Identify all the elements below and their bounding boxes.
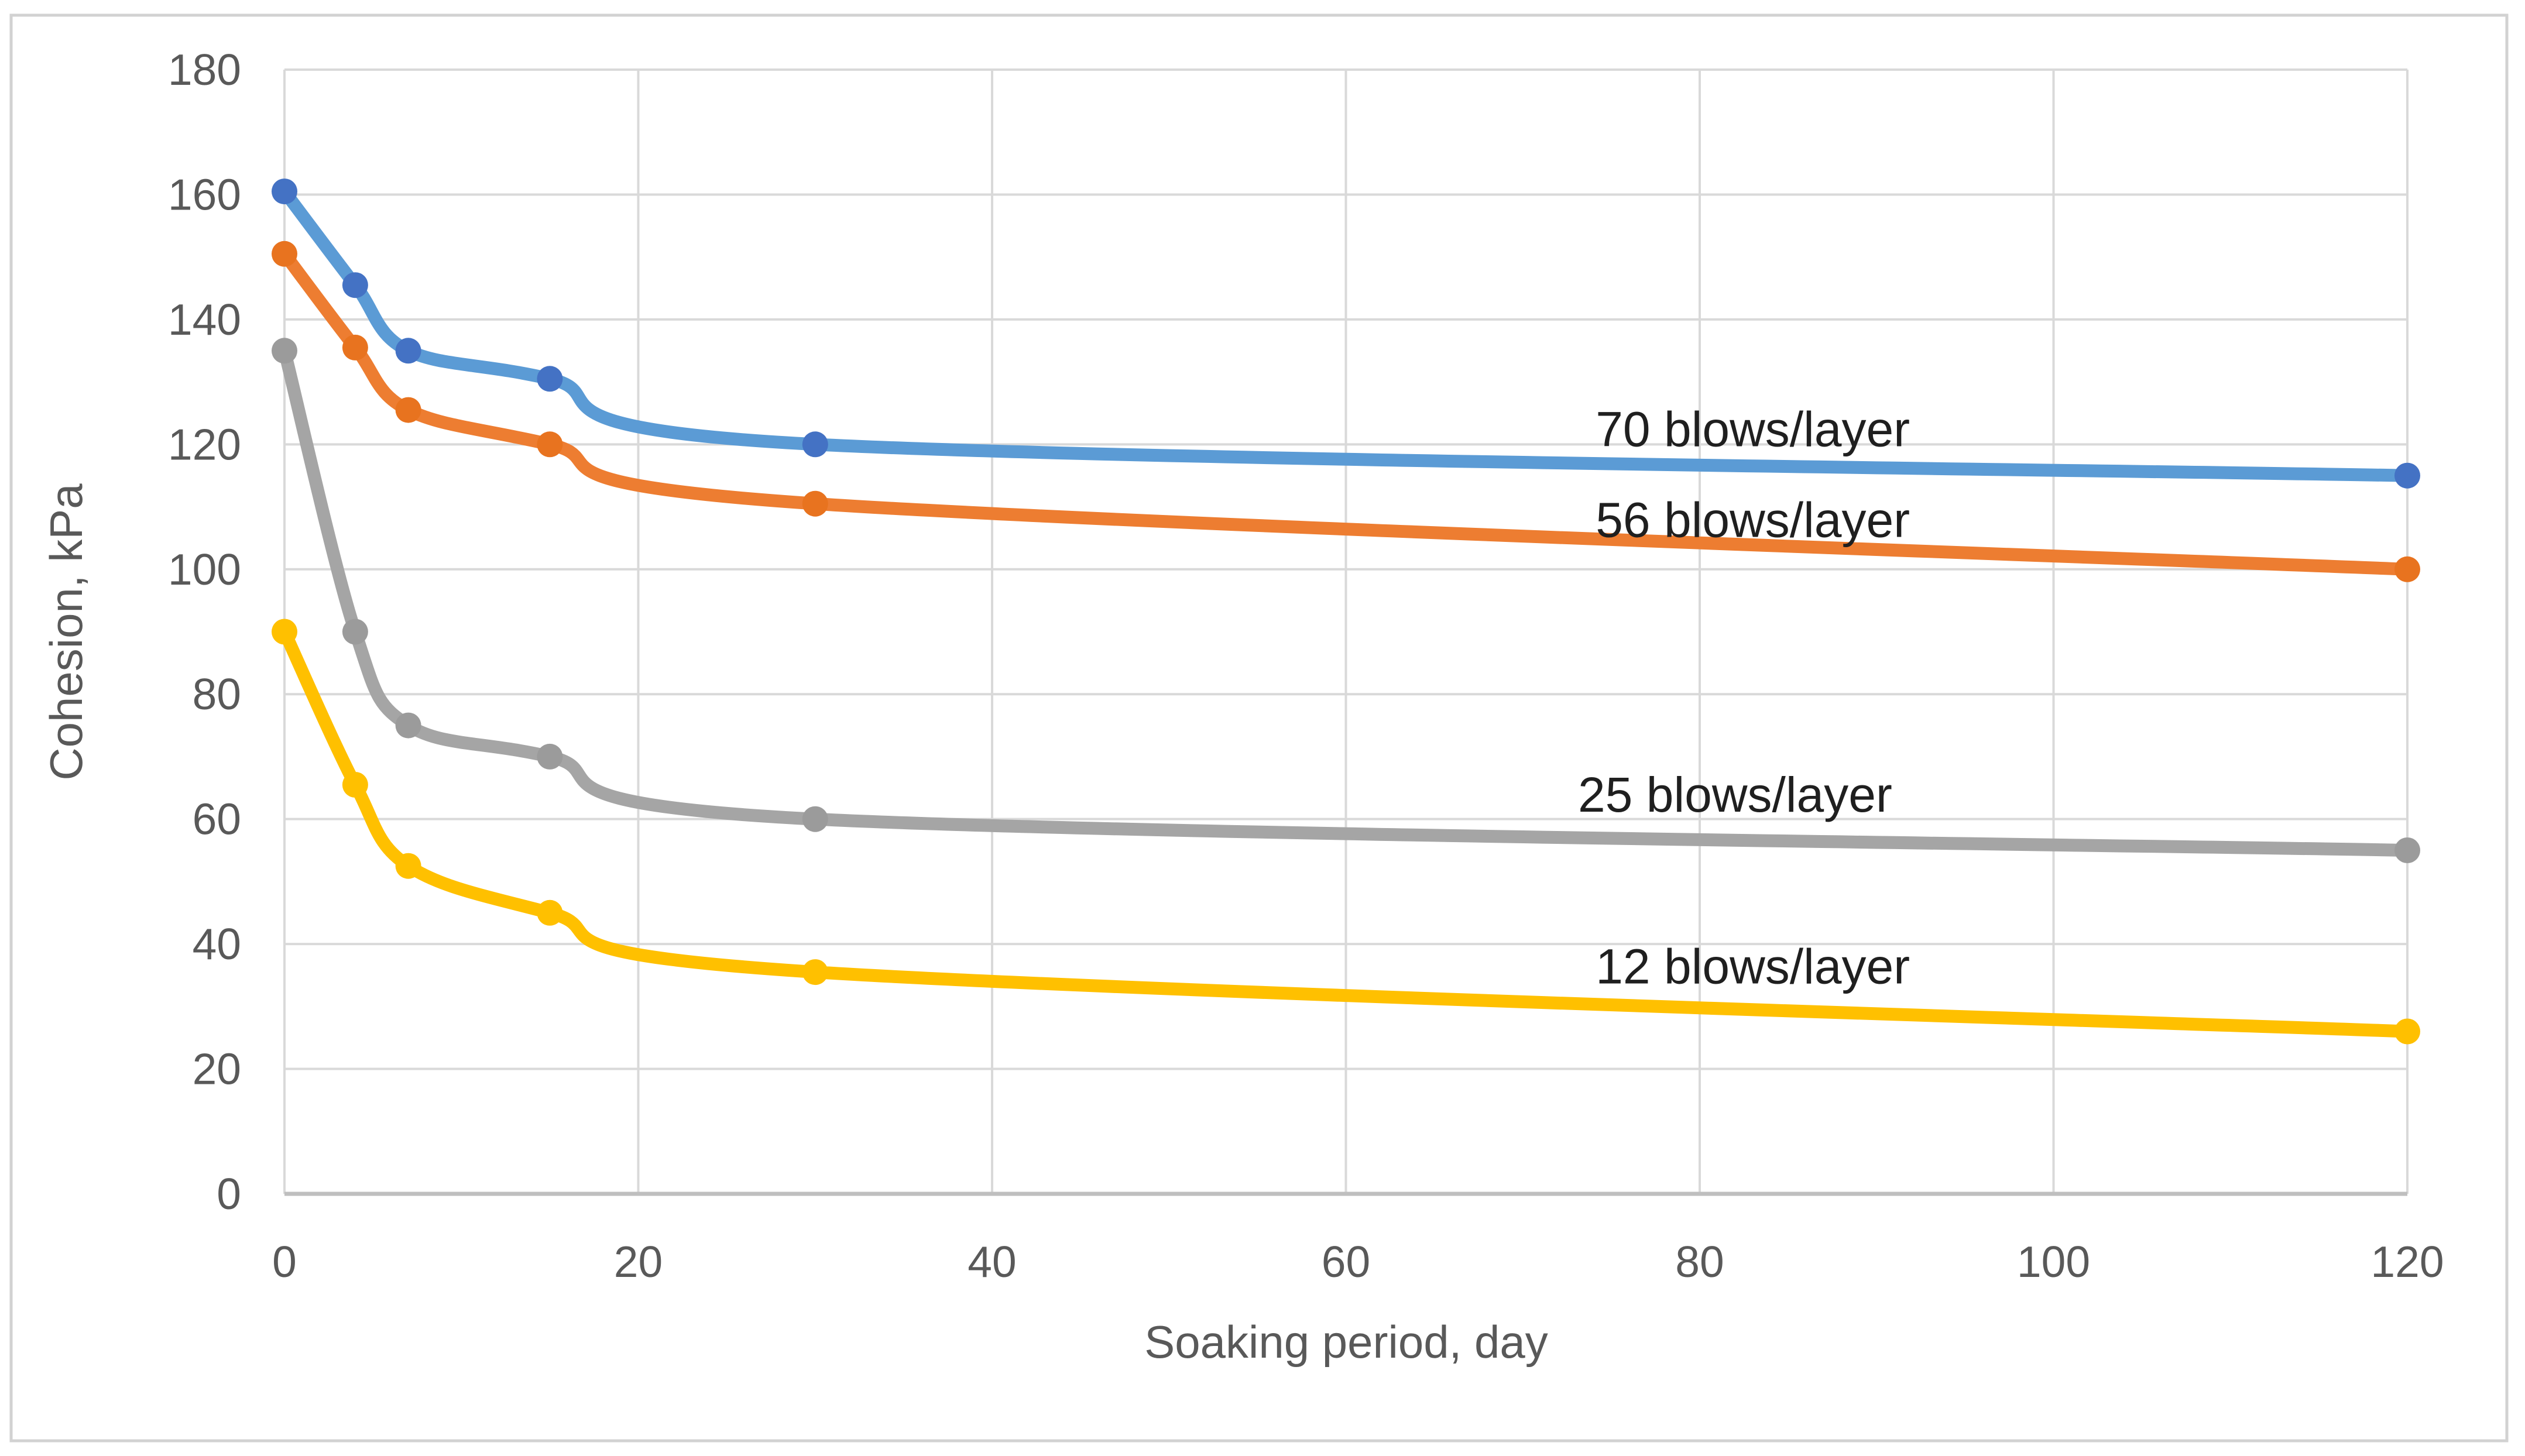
series-70-blows-layer [272,178,2420,489]
data-point-0-5 [2394,462,2420,489]
y-tick-label-140: 140 [168,295,241,344]
series-label-0: 70 blows/layer [1596,402,1910,457]
series-12-blows-layer [272,619,2420,1045]
x-tick-label-100: 100 [2017,1237,2090,1286]
x-axis-title: Soaking period, day [1144,1316,1548,1368]
y-tick-label-0: 0 [217,1169,241,1218]
data-point-3-0 [272,619,297,645]
series-lines [272,178,2420,1045]
series-56-blows-layer [272,241,2420,582]
y-tick-label-100: 100 [168,545,241,594]
x-tick-label-40: 40 [968,1237,1016,1286]
y-tick-label-60: 60 [193,795,241,844]
data-point-3-3 [537,899,563,926]
series-line-0 [278,185,2414,482]
data-point-3-4 [802,959,828,985]
y-axis-title: Cohesion, kPa [40,483,92,781]
data-point-0-3 [537,366,563,392]
data-point-3-5 [2394,1018,2420,1045]
y-tick-label-80: 80 [193,669,241,719]
data-point-1-2 [395,397,421,423]
data-point-0-4 [802,431,828,458]
series-line-3 [278,625,2414,1038]
data-point-2-0 [272,338,297,364]
y-tick-label-20: 20 [193,1045,241,1094]
data-point-2-2 [395,712,421,739]
data-point-2-4 [802,806,828,832]
tick-labels: 0 20 40 60 80 100 120 140 160 180 0 20 40 60 80 100 120 [168,45,2444,1286]
data-point-0-0 [272,178,297,205]
data-point-2-5 [2394,837,2420,863]
data-point-2-1 [342,619,368,645]
x-tick-label-20: 20 [614,1237,663,1286]
x-tick-label-60: 60 [1322,1237,1370,1286]
y-tick-label-40: 40 [193,919,241,969]
data-point-0-1 [342,272,368,298]
y-tick-label-120: 120 [168,420,241,469]
data-point-1-1 [342,334,368,360]
data-point-2-3 [537,743,563,770]
x-tick-label-0: 0 [272,1237,297,1286]
series-label-3: 12 blows/layer [1596,939,1910,994]
data-point-1-3 [537,431,563,458]
x-tick-label-80: 80 [1675,1237,1724,1286]
series-annotations: 70 blows/layer 56 blows/layer 25 blows/lay… [1578,402,1910,994]
figure-border [9,13,2509,1443]
series-label-1: 56 blows/layer [1596,492,1910,547]
data-point-1-4 [802,490,828,517]
data-point-1-5 [2394,556,2420,582]
series-line-1 [278,247,2414,576]
x-tick-label-120: 120 [2370,1237,2444,1286]
y-tick-label-180: 180 [168,45,241,94]
data-point-0-2 [395,338,421,364]
data-point-1-0 [272,241,297,267]
y-tick-label-160: 160 [168,170,241,219]
series-25-blows-layer [272,338,2420,863]
data-point-3-2 [395,853,421,879]
data-point-3-1 [342,772,368,798]
series-label-2: 25 blows/layer [1578,767,1892,822]
